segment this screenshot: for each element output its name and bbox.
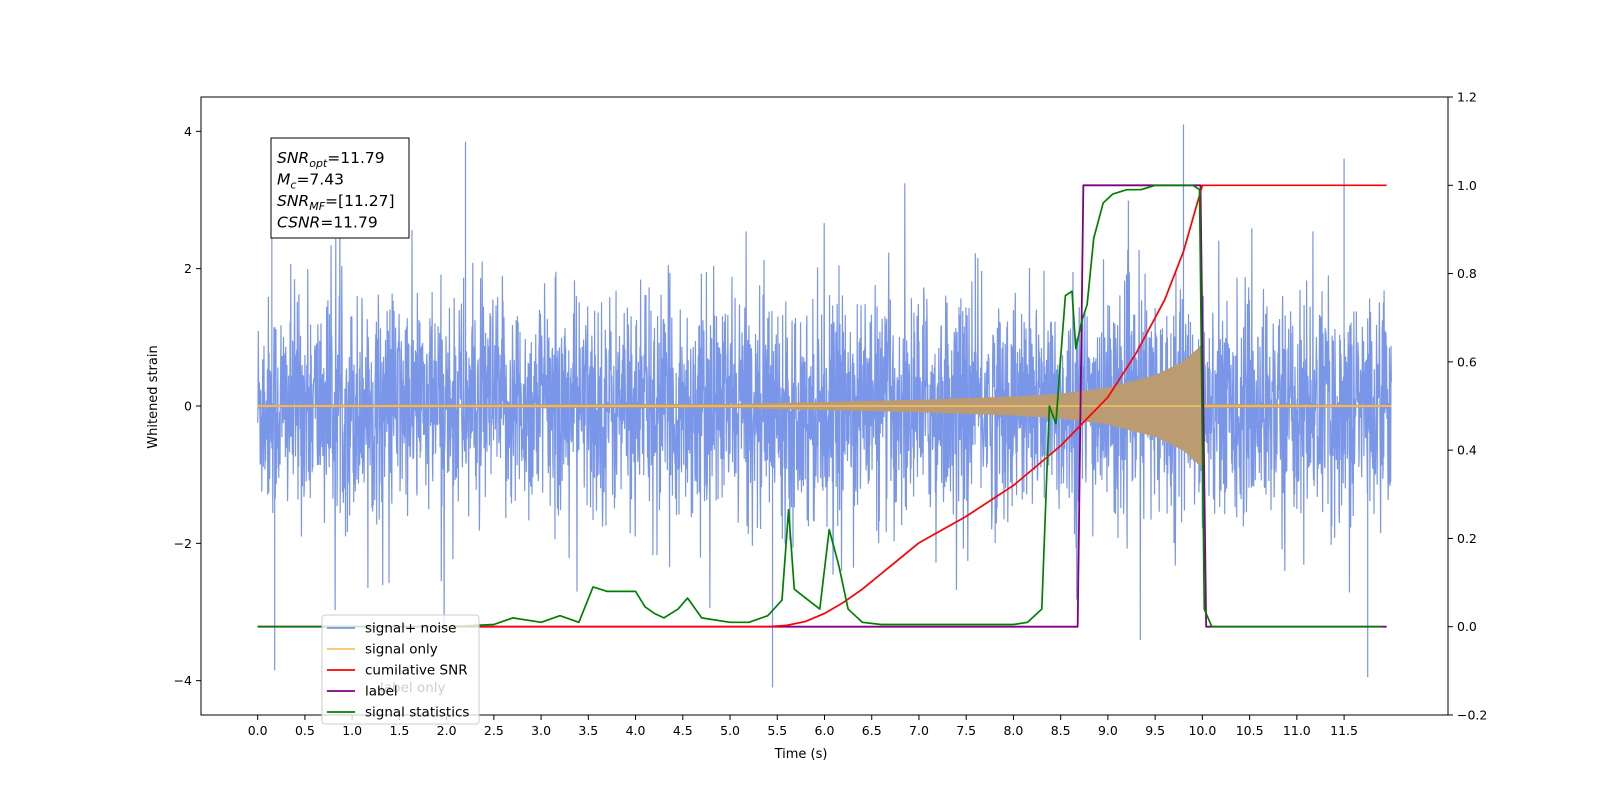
annotation-frame <box>270 137 410 239</box>
x-tick-label: 1.0 <box>342 723 362 738</box>
x-tick-label: 0.0 <box>248 723 268 738</box>
y-tick-label: −4 <box>174 673 192 688</box>
annotation-subscript: opt <box>309 157 328 170</box>
y-tick-label: 0 <box>184 399 192 414</box>
y-tick-label: −2 <box>174 536 192 551</box>
x-tick-label: 9.0 <box>1098 723 1118 738</box>
axes: 0.0 0.5 1.0 1.5 2.0 2.5 3.0 3.5 4.0 4.5 5.0 5.5 6.0 6… <box>174 90 1488 739</box>
stats-annotation-box: SNRopt=11.79Mc=7.43SNRMF=[11.27]CSNR=11.… <box>270 137 410 239</box>
annotation-value: =[11.27] <box>325 192 394 210</box>
annotation-value: =11.79 <box>327 149 384 167</box>
y2-tick-label: 1.0 <box>1457 178 1477 193</box>
x-tick-label: 11.5 <box>1330 723 1358 738</box>
x-tick-label: 8.0 <box>1003 723 1023 738</box>
legend-label: cumilative SNR <box>365 663 468 679</box>
annotation-symbol: SNR <box>277 192 309 210</box>
legend-label: signal statistics <box>365 705 469 721</box>
x-tick-label: 5.5 <box>767 723 787 738</box>
y-tick-label: 4 <box>184 124 192 139</box>
y2-tick-label: 0.2 <box>1457 531 1477 546</box>
x-tick-label: 7.5 <box>956 723 976 738</box>
annotation-symbol: SNR <box>277 149 309 167</box>
y2-tick-label: 0.6 <box>1457 354 1477 369</box>
annotation-line: SNRMF=[11.27] <box>277 192 395 213</box>
x-tick-label: 10.0 <box>1188 723 1216 738</box>
y-tick-label: 2 <box>184 261 192 276</box>
annotation-line: Mc=7.43 <box>277 171 344 192</box>
y2-tick-label: −0.2 <box>1457 708 1487 723</box>
x-tick-label: 0.5 <box>295 723 315 738</box>
x-tick-label: 5.0 <box>720 723 740 738</box>
plot-area <box>257 124 1392 688</box>
x-tick-label: 11.0 <box>1283 723 1311 738</box>
x-tick-label: 2.0 <box>437 723 457 738</box>
annotation-subscript: MF <box>309 200 325 213</box>
annotation-line: CSNR=11.79 <box>277 214 378 232</box>
annotation-symbol: M <box>277 171 290 189</box>
series-cumulative-snr <box>257 184 1387 628</box>
y-axis-label: Whitened strain <box>146 345 161 448</box>
x-tick-label: 6.5 <box>862 723 882 738</box>
annotation-value: =7.43 <box>296 171 344 189</box>
x-tick-label: 10.5 <box>1236 723 1264 738</box>
annotation-symbol: CSNR <box>277 214 320 232</box>
legend-label: signal only <box>365 642 438 658</box>
series-signal-statistics <box>257 184 1382 628</box>
x-tick-label: 8.5 <box>1051 723 1071 738</box>
x-tick-label: 9.5 <box>1145 723 1165 738</box>
x-tick-label: 2.5 <box>484 723 504 738</box>
annotation-subscript: c <box>290 179 296 192</box>
legend-label: label <box>365 684 398 700</box>
y2-tick-label: 0.4 <box>1457 443 1477 458</box>
x-tick-label: 4.5 <box>673 723 693 738</box>
x-tick-label: 3.0 <box>531 723 551 738</box>
y2-tick-label: 0.0 <box>1457 619 1477 634</box>
y2-tick-label: 0.8 <box>1457 266 1477 281</box>
x-tick-label: 4.0 <box>626 723 646 738</box>
x-axis-label: Time (s) <box>774 747 828 762</box>
x-tick-label: 3.5 <box>578 723 598 738</box>
y2-tick-label: 1.2 <box>1457 90 1477 105</box>
x-tick-label: 1.5 <box>389 723 409 738</box>
x-tick-label: 6.0 <box>815 723 835 738</box>
legend-label: signal+ noise <box>365 621 456 637</box>
annotation-line: SNRopt=11.79 <box>277 149 385 170</box>
legend-box <box>321 614 480 725</box>
annotation-value: =11.79 <box>320 214 377 232</box>
x-tick-label: 7.0 <box>909 723 929 738</box>
